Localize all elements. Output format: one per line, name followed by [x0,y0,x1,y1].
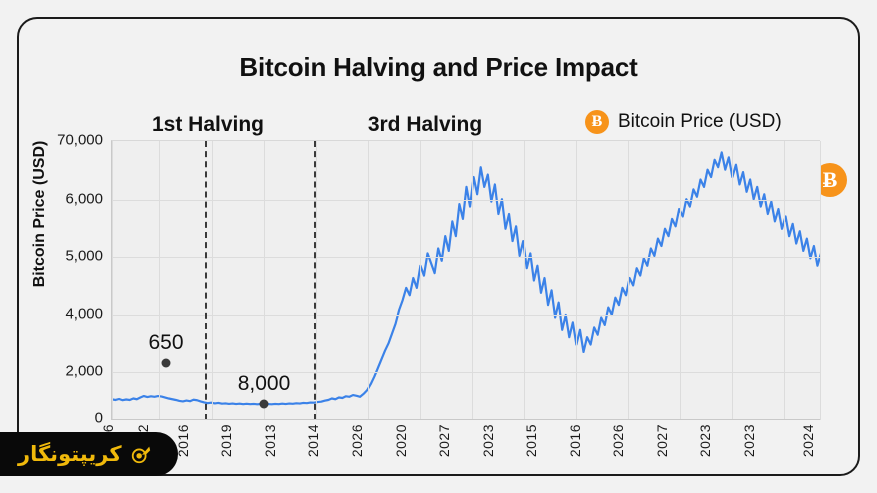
y-axis-tick-label: 4,000 [65,305,103,323]
x-axis-line [111,419,820,420]
vertical-gridline [680,141,681,420]
x-axis-tick-label: 2026 [349,424,365,458]
vertical-gridline [628,141,629,420]
vertical-gridline [576,141,577,420]
x-axis-tick-label: 2019 [218,424,234,458]
y-axis-tick-label: 70,000 [57,131,103,149]
coin-rocket-icon [131,446,150,464]
horizontal-gridline [112,315,821,316]
x-axis-tick-label: 2016 [567,424,583,458]
x-axis-tick-label: 2024 [800,424,816,458]
page-title: Bitcoin Halving and Price Impact [239,52,638,82]
x-axis-tick-label: 2027 [654,424,670,458]
watermark-text: کریپتونگار [18,442,122,466]
price-line [112,152,821,404]
vertical-gridline [524,141,525,420]
y-axis: 70,000 6,000 5,000 4,000 2,000 0 [0,0,111,493]
bitcoin-coin-icon: Ƀ [585,110,609,134]
legend: Ƀ Bitcoin Price (USD) [585,110,782,134]
vertical-gridline [212,141,213,420]
y-axis-tick-label: 0 [94,409,103,427]
watermark: کریپتونگار [0,432,178,476]
halving-marker-line [205,141,207,420]
x-axis-tick-label: 2023 [741,424,757,458]
vertical-gridline [112,141,113,420]
x-axis-tick-label: 2 [135,424,151,433]
annotation-dot [259,399,269,409]
x-axis-tick-label: 2027 [436,424,452,458]
x-axis-tick-label: 2020 [393,424,409,458]
x-axis-tick-label: 6 [100,424,116,433]
x-axis-tick-label: 2015 [523,424,539,458]
horizontal-gridline [112,257,821,258]
x-axis-tick-label: 2023 [480,424,496,458]
y-axis-tick-label: 2,000 [65,362,103,380]
annotation-dot [161,358,171,368]
vertical-gridline [420,141,421,420]
annotation-label: 8,000 [237,372,291,395]
vertical-gridline [368,141,369,420]
vertical-gridline [784,141,785,420]
y-axis-tick-label: 5,000 [65,247,103,265]
x-axis-tick-label: 2026 [610,424,626,458]
y-axis-tick-label: 6,000 [65,190,103,208]
price-line-series [112,141,821,420]
vertical-gridline [316,141,317,420]
y-axis-label: Bitcoin Price (USD) [31,140,48,288]
x-axis-tick-label: 2013 [262,424,278,458]
x-axis-tick-label: 2023 [697,424,713,458]
vertical-gridline [159,141,160,420]
vertical-gridline [264,141,265,420]
halving-marker-label: 1st Halving [151,113,265,136]
halving-marker-line [314,141,316,420]
legend-label: Bitcoin Price (USD) [618,111,782,132]
vertical-gridline [820,141,821,420]
annotation-label: 650 [148,331,184,354]
plot-area [111,140,821,420]
horizontal-gridline [112,200,821,201]
vertical-gridline [732,141,733,420]
horizontal-gridline [112,372,821,373]
vertical-gridline [472,141,473,420]
x-axis-tick-label: 2016 [175,424,191,458]
halving-marker-label: 3rd Halving [367,113,483,136]
x-axis-tick-label: 2014 [305,424,321,458]
